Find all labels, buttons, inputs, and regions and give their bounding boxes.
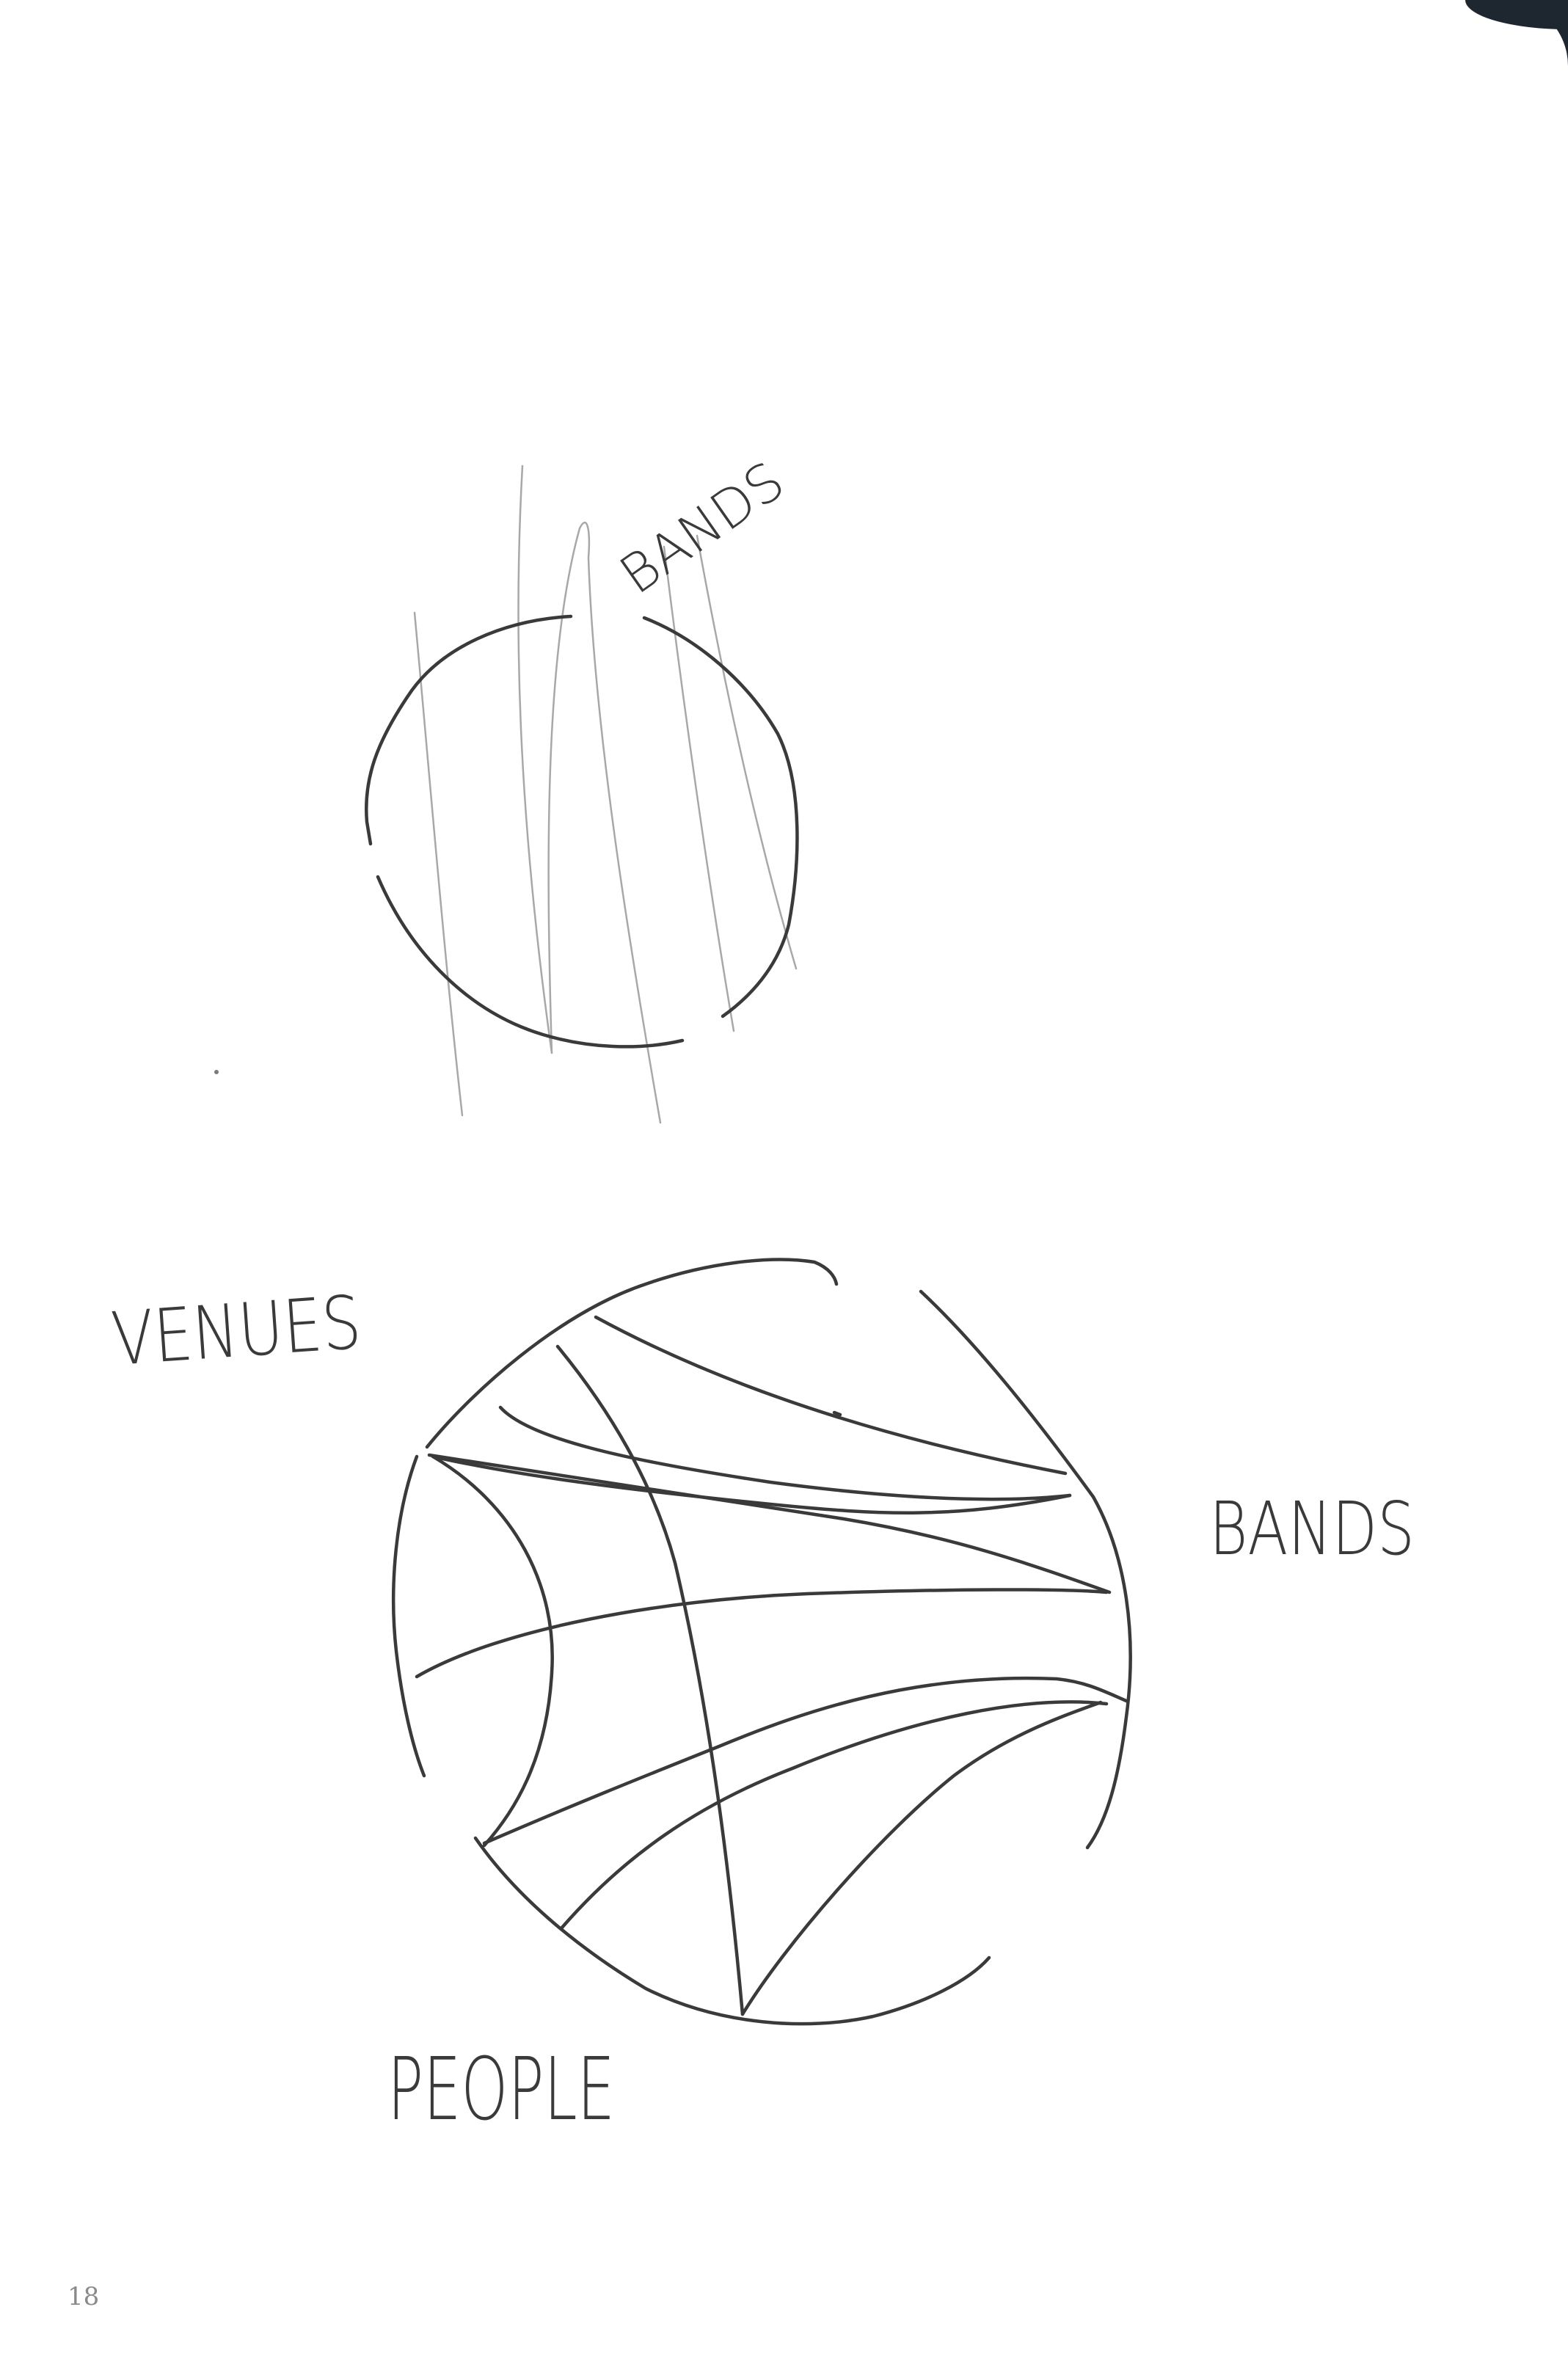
chord-9: [555, 1344, 745, 2016]
upper-circle-arc-right: [642, 616, 799, 1018]
chord-2: [498, 1405, 1072, 1501]
upper-circle-diagram: BANDS: [365, 450, 799, 1124]
upper-bands-label: BANDS: [609, 450, 795, 606]
bands-label: BANDS: [1209, 1486, 1415, 1572]
chord-6: [431, 1454, 554, 1848]
chord-5: [415, 1588, 1109, 1679]
page-number: 18: [68, 2282, 100, 2311]
faint-line-4: [663, 545, 735, 1032]
lower-circle-arc-top: [425, 1258, 839, 1449]
lower-circle-arc-bottom: [473, 1836, 991, 2026]
chord-8: [559, 1700, 1109, 1931]
chord-10: [740, 1700, 1103, 2016]
chord-1: [594, 1315, 1068, 1476]
lower-circle-arc-right: [919, 1289, 1132, 1850]
faint-line-3: [547, 522, 662, 1124]
chord-4: [427, 1453, 1112, 1594]
chord-3: [431, 1454, 1072, 1514]
upper-circle-arc-bottom: [376, 875, 685, 1049]
upper-circle-arc-top-left: [365, 614, 573, 846]
lower-circle-arc-left: [391, 1454, 426, 1778]
faint-line-5: [696, 534, 798, 970]
faint-line-1: [413, 611, 464, 1117]
faint-line-2: [517, 464, 553, 1054]
people-label: PEOPLE: [387, 2038, 615, 2140]
venues-label: VENUES: [109, 1280, 364, 1382]
stray-tick: [832, 1410, 842, 1417]
stray-dot: [214, 1070, 219, 1074]
lower-circle-diagram: VENUES BANDS PEOPLE: [109, 1258, 1415, 2140]
chord-7: [482, 1676, 1128, 1845]
